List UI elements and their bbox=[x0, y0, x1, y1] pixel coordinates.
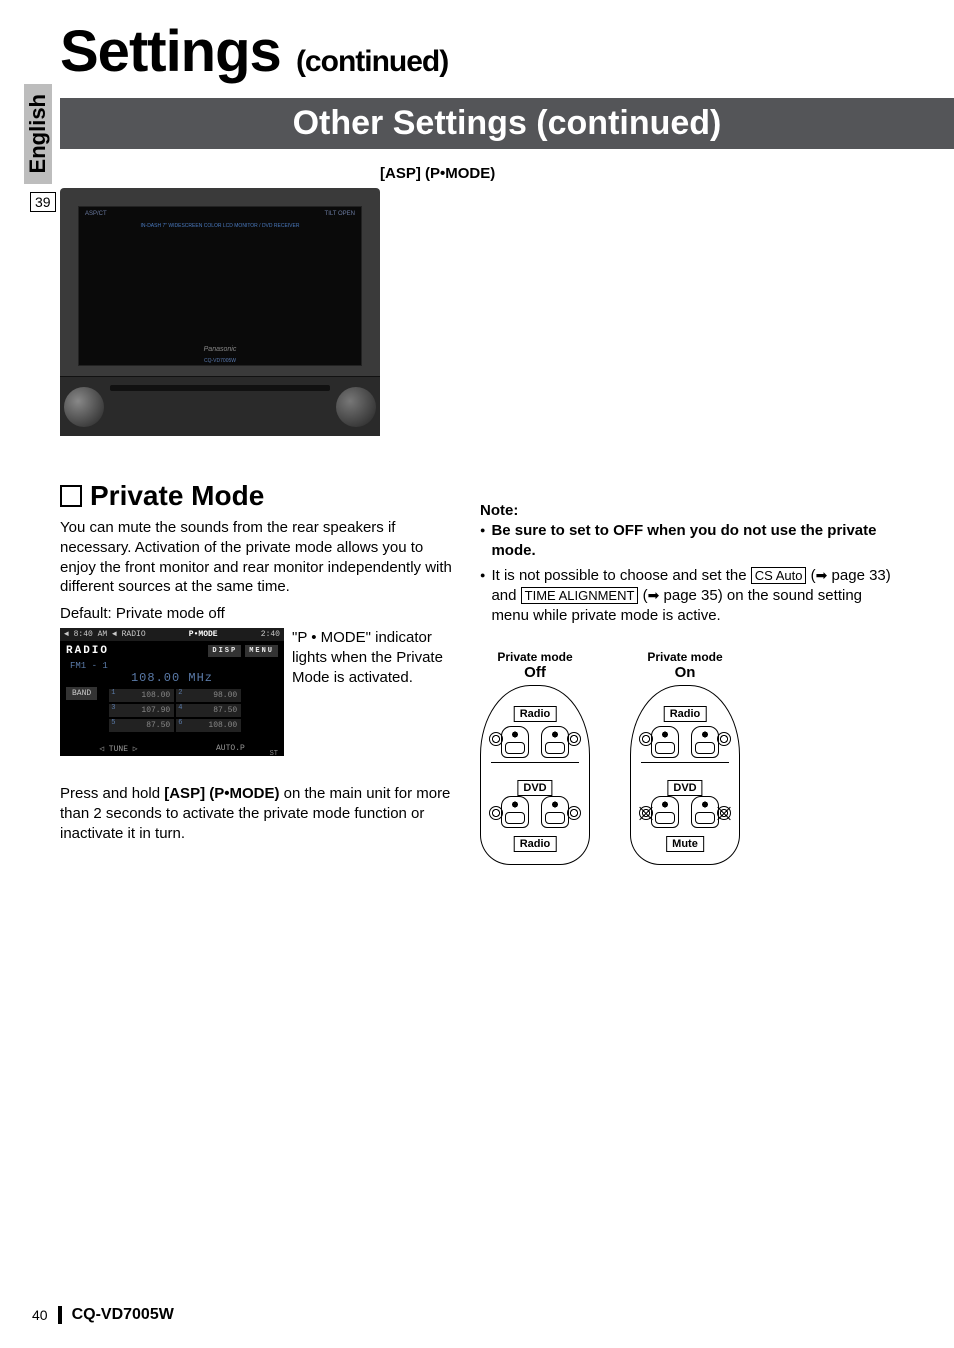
rs-freq: 108.00 MHz bbox=[60, 671, 284, 685]
seat-icon bbox=[691, 726, 719, 758]
label-radio-bottom: Radio bbox=[514, 836, 557, 852]
arrow-icon: ➡ bbox=[816, 567, 828, 583]
rs-preset: 6108.00 bbox=[176, 719, 241, 732]
rs-top-left: ◄ 8:40 AM ◄ RADIO bbox=[64, 630, 146, 639]
label-radio-top: Radio bbox=[664, 706, 707, 722]
diagram-on: Private mode On Radio DVD Mute bbox=[630, 650, 740, 865]
radio-screenshot: ◄ 8:40 AM ◄ RADIO P•MODE 2:40 RADIO DISP… bbox=[60, 628, 284, 756]
bullet-2-text: It is not possible to choose and set the… bbox=[491, 566, 900, 627]
device-brand: Panasonic bbox=[79, 346, 361, 353]
footer-model: CQ-VD7005W bbox=[72, 1306, 174, 1324]
speaker-icon bbox=[717, 732, 731, 746]
device-screen: ASP/CT TILT OPEN IN-DASH 7" WIDESCREEN C… bbox=[78, 206, 362, 366]
diag-off-title: Private mode bbox=[480, 650, 590, 664]
asp-mode-label: [ASP] (P•MODE) bbox=[380, 165, 495, 182]
seat-icon bbox=[541, 796, 569, 828]
right-knob bbox=[336, 387, 376, 427]
rs-st: ST bbox=[270, 750, 278, 758]
label-radio-top: Radio bbox=[514, 706, 557, 722]
speaker-muted-icon bbox=[717, 806, 731, 820]
rs-disp-btn: DISP bbox=[208, 645, 241, 657]
device-top-right: TILT OPEN bbox=[325, 211, 355, 217]
device-illustration: ASP/CT TILT OPEN IN-DASH 7" WIDESCREEN C… bbox=[60, 188, 380, 436]
seat-icon bbox=[691, 796, 719, 828]
rs-title: RADIO bbox=[66, 645, 109, 657]
rs-presets: 1108.00 298.00 3107.90 487.50 587.50 610… bbox=[101, 687, 278, 734]
left-knob bbox=[64, 387, 104, 427]
seat-icon bbox=[651, 726, 679, 758]
diag-on-state: On bbox=[630, 664, 740, 681]
divider bbox=[491, 762, 579, 763]
rs-menu-btn: MENU bbox=[245, 645, 278, 657]
speaker-muted-icon bbox=[639, 806, 653, 820]
device-top-left: ASP/CT bbox=[85, 211, 107, 217]
rs-preset: 298.00 bbox=[176, 689, 241, 702]
checkbox-icon bbox=[60, 485, 82, 507]
page-number: 40 bbox=[32, 1307, 48, 1323]
divider bbox=[641, 762, 729, 763]
diagram-off: Private mode Off Radio DVD Radio bbox=[480, 650, 590, 865]
language-tab-label: English bbox=[25, 94, 51, 173]
seat-icon bbox=[651, 796, 679, 828]
default-text: Default: Private mode off bbox=[60, 605, 460, 622]
cs-auto-box: CS Auto bbox=[751, 567, 807, 584]
rs-tune: ◁ TUNE ▷ bbox=[99, 744, 137, 754]
label-dvd: DVD bbox=[667, 780, 702, 796]
page-footer: 40 CQ-VD7005W bbox=[32, 1306, 174, 1324]
car-outline-on: Radio DVD Mute bbox=[630, 685, 740, 865]
label-mute: Mute bbox=[666, 836, 704, 852]
private-mode-heading: Private Mode bbox=[60, 480, 460, 512]
title-main: Settings bbox=[60, 19, 281, 84]
rs-sub: FM1 - 1 bbox=[60, 661, 284, 671]
rs-preset: 487.50 bbox=[176, 704, 241, 717]
page-title: Settings (continued) bbox=[60, 18, 448, 85]
device-controls bbox=[60, 376, 380, 436]
note-bullet-2: It is not possible to choose and set the… bbox=[480, 566, 900, 627]
rs-preset: 3107.90 bbox=[109, 704, 174, 717]
private-mode-body: You can mute the sounds from the rear sp… bbox=[60, 518, 460, 597]
title-continued: (continued) bbox=[296, 45, 448, 78]
rs-band-btn: BAND bbox=[66, 687, 97, 700]
prev-page-ref: 39 bbox=[30, 192, 56, 212]
note-heading: Note: bbox=[480, 502, 900, 519]
footer-bar bbox=[58, 1306, 62, 1324]
diag-off-state: Off bbox=[480, 664, 590, 681]
seat-icon bbox=[501, 726, 529, 758]
car-diagrams: Private mode Off Radio DVD Radio Private… bbox=[480, 650, 900, 865]
speaker-icon bbox=[567, 806, 581, 820]
seat-icon bbox=[501, 796, 529, 828]
rs-preset: 1108.00 bbox=[109, 689, 174, 702]
diag-on-title: Private mode bbox=[630, 650, 740, 664]
rs-preset: 587.50 bbox=[109, 719, 174, 732]
bullet-icon bbox=[480, 566, 485, 627]
rs-top-right: 2:40 bbox=[261, 630, 280, 639]
bullet-icon bbox=[480, 521, 485, 562]
car-outline-off: Radio DVD Radio bbox=[480, 685, 590, 865]
heading-text: Private Mode bbox=[90, 480, 264, 512]
device-model: CQ-VD7005W bbox=[79, 358, 361, 364]
device-desc: IN-DASH 7" WIDESCREEN COLOR LCD MONITOR … bbox=[79, 223, 361, 229]
press-hold-text: Press and hold [ASP] (P•MODE) on the mai… bbox=[60, 762, 460, 843]
label-dvd: DVD bbox=[517, 780, 552, 796]
section-bar: Other Settings (continued) bbox=[60, 98, 954, 149]
arrow-icon: ➡ bbox=[648, 587, 660, 603]
speaker-icon bbox=[567, 732, 581, 746]
seat-icon bbox=[541, 726, 569, 758]
disc-slot bbox=[110, 385, 330, 391]
rs-autop: AUTO.P bbox=[216, 744, 245, 754]
language-tab: English bbox=[24, 84, 52, 184]
time-alignment-box: TIME ALIGNMENT bbox=[521, 587, 639, 604]
note-bullet-1: Be sure to set to OFF when you do not us… bbox=[480, 521, 900, 562]
rs-pmode: P•MODE bbox=[189, 630, 218, 639]
